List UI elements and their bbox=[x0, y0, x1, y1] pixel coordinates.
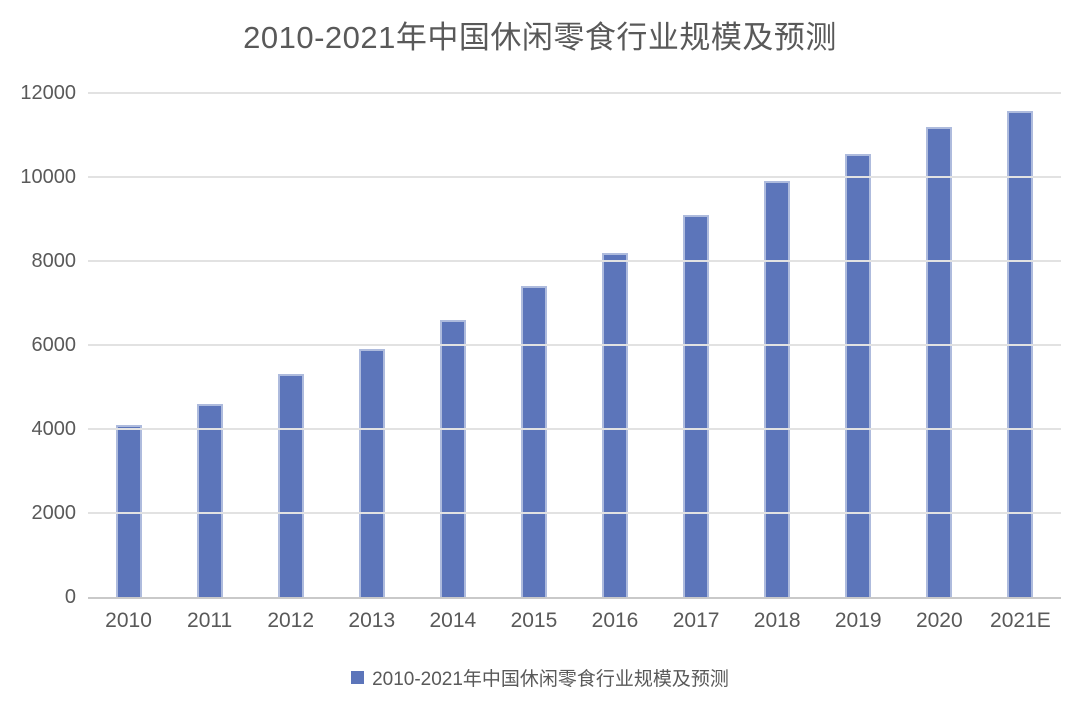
legend-swatch bbox=[351, 671, 365, 684]
x-tick-label-2015: 2015 bbox=[510, 609, 558, 632]
y-tick-label-10000: 10000 bbox=[20, 166, 76, 188]
legend-label: 2010-2021年中国休闲零食行业规模及预测 bbox=[372, 669, 729, 690]
bar-2015 bbox=[520, 286, 547, 597]
legend: 2010-2021年中国休闲零食行业规模及预测 bbox=[0, 664, 1080, 691]
gridline-10000 bbox=[88, 176, 1061, 178]
y-tick-label-0: 0 bbox=[64, 586, 76, 608]
y-tick-label-12000: 12000 bbox=[20, 82, 76, 104]
x-tick-label-2018: 2018 bbox=[753, 609, 801, 632]
bar-cell-2021E bbox=[980, 93, 1061, 597]
x-tick-label-2021E: 2021E bbox=[990, 609, 1051, 632]
bar-cell-2011 bbox=[169, 93, 250, 597]
bar-2014 bbox=[439, 319, 466, 597]
bar-cell-2012 bbox=[250, 93, 331, 597]
bar-2021E bbox=[1007, 111, 1034, 597]
x-tick-label-2016: 2016 bbox=[591, 609, 639, 632]
bar-cell-2013 bbox=[331, 93, 412, 597]
y-tick-label-2000: 2000 bbox=[31, 502, 77, 524]
x-tick-label-2019: 2019 bbox=[834, 609, 882, 632]
chart-title: 2010-2021年中国休闲零食行业规模及预测 bbox=[243, 20, 837, 55]
plot-area bbox=[88, 92, 1061, 599]
x-tick-label-2014: 2014 bbox=[429, 609, 477, 632]
bar-cell-2016 bbox=[574, 93, 655, 597]
bar-cell-2017 bbox=[656, 93, 737, 597]
y-tick-label-4000: 4000 bbox=[31, 418, 77, 440]
bar-cell-2014 bbox=[412, 93, 493, 597]
bar-series bbox=[88, 93, 1061, 597]
y-axis: 0 2000 4000 6000 8000 10000 12000 bbox=[0, 82, 77, 608]
gridline-6000 bbox=[88, 344, 1061, 346]
x-tick-label-2013: 2013 bbox=[348, 609, 396, 632]
x-tick-label-2010: 2010 bbox=[105, 609, 152, 632]
bar-2016 bbox=[602, 252, 628, 597]
x-axis: 2010 2011 2012 2013 2014 2015 2016 2017 2018 2019… bbox=[88, 609, 1061, 633]
bar-2013 bbox=[358, 349, 385, 597]
bar-cell-2018 bbox=[737, 93, 818, 597]
gridline-12000 bbox=[88, 92, 1061, 94]
x-tick-label-2020: 2020 bbox=[915, 609, 963, 632]
bar-cell-2019 bbox=[818, 93, 899, 597]
bar-2019 bbox=[845, 153, 872, 597]
y-tick-label-6000: 6000 bbox=[31, 334, 77, 356]
bar-cell-2010 bbox=[88, 93, 169, 597]
bar-2017 bbox=[683, 214, 710, 597]
bar-2012 bbox=[277, 374, 304, 597]
bar-cell-2020 bbox=[899, 93, 980, 597]
gridline-8000 bbox=[88, 260, 1061, 262]
x-tick-label-2012: 2012 bbox=[267, 609, 315, 632]
bar-cell-2015 bbox=[493, 93, 574, 597]
bar-2010 bbox=[115, 424, 142, 597]
x-tick-label-2017: 2017 bbox=[672, 609, 720, 632]
x-tick-label-2011: 2011 bbox=[187, 609, 233, 632]
y-tick-label-8000: 8000 bbox=[31, 250, 77, 272]
gridline-2000 bbox=[88, 512, 1061, 514]
gridline-4000 bbox=[88, 428, 1061, 430]
bar-2011 bbox=[196, 403, 223, 597]
bar-2020 bbox=[926, 126, 953, 597]
bar-2018 bbox=[764, 181, 791, 597]
